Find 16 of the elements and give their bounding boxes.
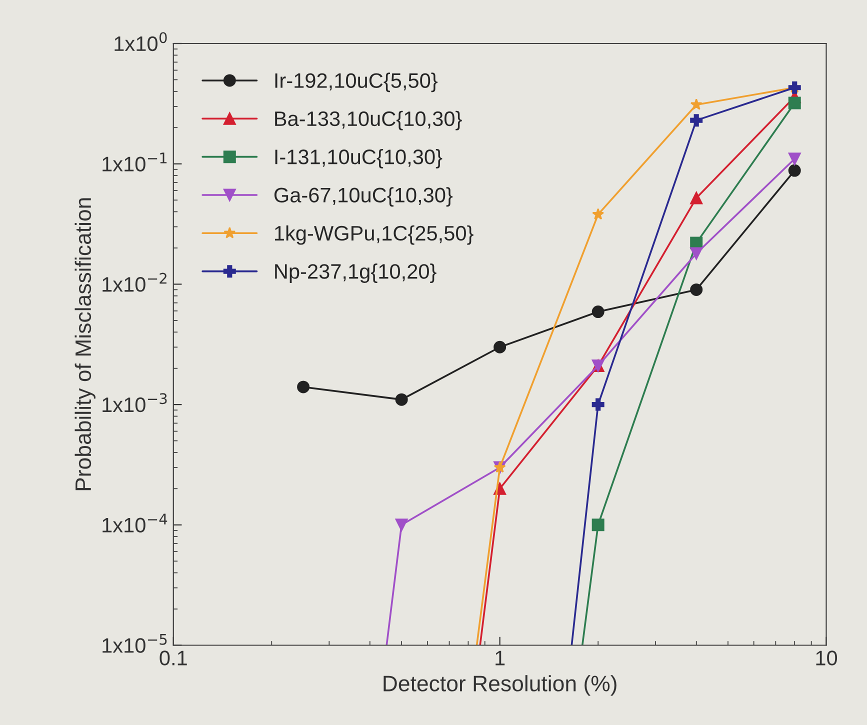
y-axis-title: Probability of Misclassification (74, 198, 96, 490)
legend-label: 1kg-WGPu,1C{25,50} (274, 225, 474, 245)
y-tick-label: 1x10$^{−2}$ (102, 272, 166, 292)
legend-label: Ga-67,10uC{10,30} (274, 187, 453, 207)
x-tick-label: 0.1 (160, 650, 187, 666)
legend-label: I-131,10uC{10,30} (275, 149, 442, 168)
y-tick-label: 1x10$^{−3}$ (102, 393, 167, 412)
legend-label: Ba-133,10uC{10,30} (275, 110, 462, 130)
y-tick-label: 1x10$^{−1}$ (102, 152, 167, 172)
y-tick-label: 1x10$^{−4}$ (102, 514, 168, 533)
legend-label: Ir-192,10uC{5,50} (275, 72, 438, 92)
y-tick-label: 1x10$^{0}$ (114, 32, 167, 52)
x-tick-label: 1 (496, 650, 505, 666)
x-axis-title: Detector Resolution (%) (384, 675, 616, 696)
legend-label: Np-237,1g{10,20} (275, 264, 436, 283)
x-tick-label: 10 (816, 650, 838, 666)
